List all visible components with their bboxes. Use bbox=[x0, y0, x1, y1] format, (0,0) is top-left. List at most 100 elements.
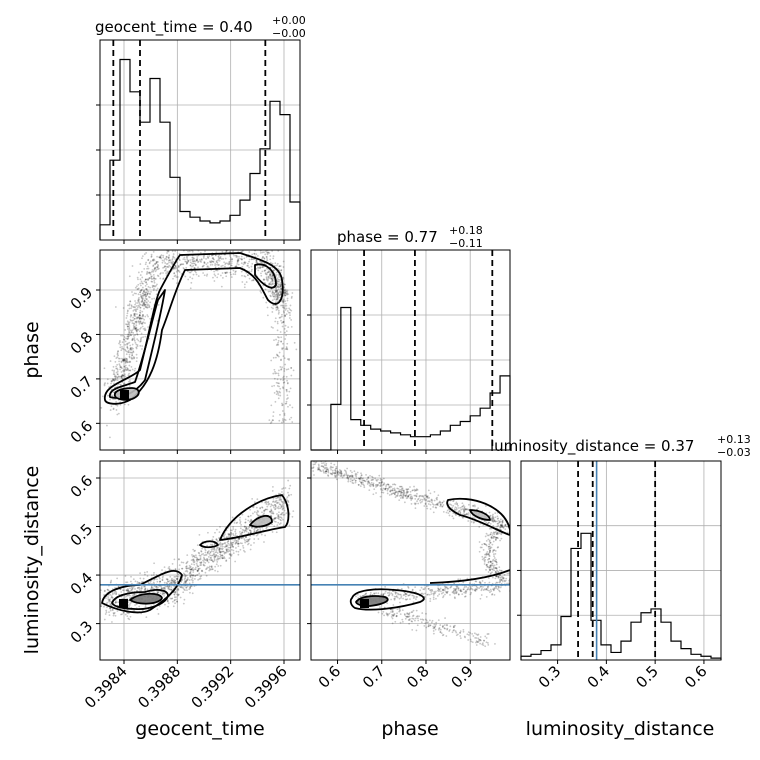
sample-point bbox=[155, 261, 158, 263]
sample-point bbox=[459, 512, 462, 515]
sample-point bbox=[105, 611, 108, 614]
sample-point bbox=[135, 308, 137, 311]
sample-point bbox=[455, 590, 458, 593]
sample-point bbox=[149, 293, 152, 295]
sample-point bbox=[186, 262, 188, 264]
sample-point bbox=[281, 404, 284, 407]
sample-point bbox=[172, 582, 174, 584]
sample-point bbox=[400, 494, 403, 497]
sample-point bbox=[498, 521, 501, 523]
sample-point bbox=[160, 254, 163, 257]
sample-point bbox=[218, 548, 221, 551]
sample-point bbox=[279, 378, 282, 381]
sample-point bbox=[237, 542, 240, 544]
sample-point bbox=[122, 358, 124, 361]
sample-point bbox=[492, 524, 495, 527]
sample-point bbox=[288, 487, 291, 490]
sample-point bbox=[202, 257, 205, 259]
sample-point bbox=[490, 536, 493, 539]
sample-point bbox=[428, 619, 431, 622]
sample-point bbox=[141, 276, 144, 279]
sample-point bbox=[486, 534, 489, 537]
sample-point bbox=[154, 270, 157, 273]
sample-point bbox=[134, 367, 137, 370]
sample-point bbox=[487, 566, 490, 569]
sample-point bbox=[181, 245, 183, 247]
sample-point bbox=[203, 558, 206, 561]
sample-point bbox=[133, 306, 136, 309]
sample-point bbox=[240, 270, 243, 273]
sample-point bbox=[398, 494, 401, 497]
sample-point bbox=[175, 596, 177, 599]
sample-point bbox=[183, 580, 186, 583]
sample-point bbox=[221, 554, 224, 557]
sample-point bbox=[413, 488, 416, 491]
sample-point bbox=[144, 588, 147, 591]
sample-point bbox=[456, 503, 459, 505]
sample-point bbox=[455, 508, 458, 511]
sample-point bbox=[146, 272, 149, 274]
sample-point bbox=[282, 381, 285, 384]
sample-point bbox=[489, 550, 491, 553]
sample-point bbox=[236, 261, 239, 264]
sample-point bbox=[135, 317, 138, 320]
sample-point bbox=[146, 306, 148, 309]
title-phase-plus: +0.18 bbox=[449, 224, 483, 237]
sample-point bbox=[461, 502, 464, 505]
sample-point bbox=[136, 306, 139, 309]
sample-point bbox=[162, 272, 164, 274]
sample-point bbox=[185, 586, 188, 589]
sample-point bbox=[128, 307, 131, 310]
sample-point bbox=[208, 255, 211, 257]
sample-point bbox=[289, 484, 292, 487]
sample-point bbox=[386, 592, 389, 594]
sample-point bbox=[371, 478, 374, 481]
sample-point bbox=[219, 256, 222, 258]
sample-point bbox=[394, 597, 396, 600]
sample-point bbox=[277, 307, 279, 310]
sample-point bbox=[129, 348, 132, 351]
sample-point bbox=[270, 508, 273, 511]
sample-point bbox=[193, 563, 196, 566]
sample-point bbox=[438, 589, 441, 591]
sample-point bbox=[366, 483, 369, 485]
sample-point bbox=[404, 598, 407, 601]
sample-point bbox=[143, 318, 146, 321]
sample-point bbox=[173, 581, 176, 584]
sample-point bbox=[209, 260, 211, 263]
sample-point bbox=[502, 576, 504, 579]
sample-point bbox=[145, 252, 148, 254]
sample-point bbox=[287, 293, 290, 296]
sample-point bbox=[210, 550, 213, 552]
sample-point bbox=[282, 321, 285, 323]
sample-point bbox=[280, 287, 282, 290]
sample-point bbox=[357, 484, 360, 486]
xticklabel-luminosity-distance: 0.4 bbox=[584, 662, 614, 692]
sample-point bbox=[347, 474, 349, 477]
sample-point bbox=[275, 275, 278, 277]
sample-point bbox=[161, 576, 164, 579]
sample-point bbox=[145, 287, 147, 290]
sample-point bbox=[240, 533, 243, 536]
sample-point bbox=[241, 531, 244, 534]
sample-point bbox=[151, 258, 154, 261]
sample-point bbox=[312, 467, 315, 469]
sample-point bbox=[487, 548, 490, 550]
sample-point bbox=[187, 578, 189, 581]
sample-point bbox=[334, 471, 337, 474]
sample-point bbox=[452, 512, 455, 514]
sample-point bbox=[176, 600, 178, 603]
sample-point bbox=[497, 586, 500, 589]
sample-point bbox=[186, 554, 189, 557]
sample-point bbox=[443, 627, 446, 630]
sample-point bbox=[285, 290, 288, 293]
sample-point bbox=[192, 273, 195, 276]
sample-point bbox=[214, 263, 217, 265]
sample-point bbox=[130, 334, 133, 337]
sample-point bbox=[197, 275, 200, 277]
sample-point bbox=[488, 553, 491, 555]
sample-point bbox=[252, 279, 255, 281]
sample-point bbox=[133, 312, 136, 315]
sample-point bbox=[493, 557, 496, 559]
sample-point bbox=[167, 587, 170, 590]
